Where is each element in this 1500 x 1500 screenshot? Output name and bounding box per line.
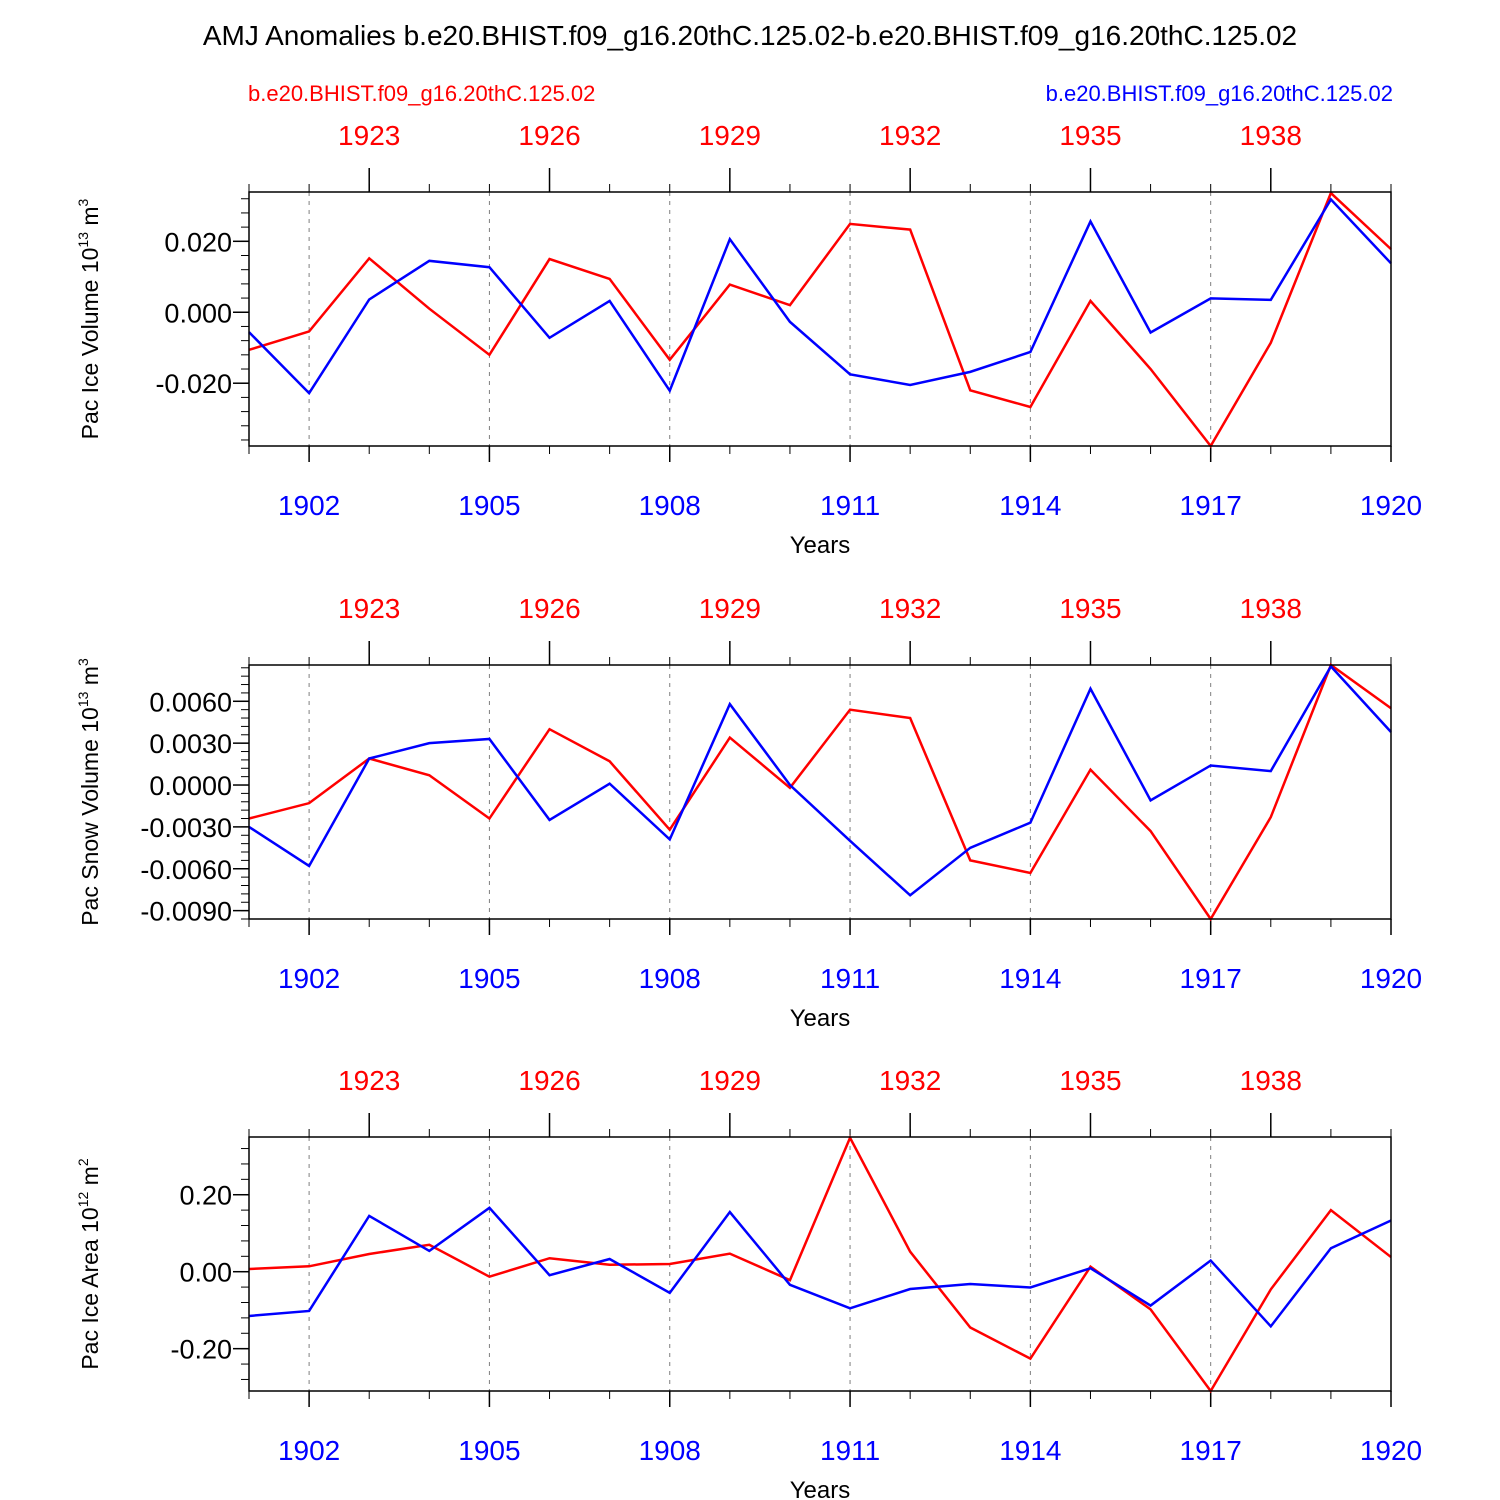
y-axis-title-unit: m [77,1166,103,1192]
x-tick-label-bottom: 1902 [278,1435,340,1466]
x-tick-label-top: 1938 [1240,120,1302,151]
x-tick-label-top: 1923 [338,120,400,151]
y-tick-label: 0.000 [164,298,232,328]
x-axis-title: Years [790,1005,851,1032]
y-tick-label: 0.20 [179,1181,232,1211]
x-tick-label-bottom: 1911 [820,963,880,994]
x-tick-label-top: 1932 [879,120,941,151]
panel-2: -0.0090 -0.0060 -0.0030 0.0000 0.0030 0.0060 1… [75,593,1422,1032]
x-tick-label-bottom: 1908 [639,490,701,521]
series-line-red-case [248,1134,1392,1394]
x-tick-label-top: 1935 [1059,1065,1121,1096]
y-axis-title: Pac Snow Volume 1013 m3 [75,658,103,926]
legend-right-case: b.e20.BHIST.f09_g16.20thC.125.02 [1046,81,1393,106]
x-tick-label-bottom: 1914 [999,963,1061,994]
x-tick-label-top: 1935 [1059,120,1121,151]
y-axis-title-main: Pac Ice Volume 10 [77,248,103,440]
x-tick-label-top: 1926 [518,120,580,151]
x-tick-label-top: 1935 [1059,593,1121,624]
x-axis-title: Years [790,1477,851,1500]
y-tick-label: -0.020 [155,369,232,399]
x-tick-label-bottom: 1905 [458,490,520,521]
y-axis-title-unit-exp: 2 [75,1158,91,1166]
y-tick-label: 0.0060 [149,687,232,717]
x-tick-label-bottom: 1905 [458,1435,520,1466]
x-tick-label-bottom: 1917 [1180,963,1242,994]
x-tick-label-bottom: 1911 [820,490,880,521]
x-tick-label-bottom: 1902 [278,490,340,521]
x-tick-label-bottom: 1908 [639,963,701,994]
x-tick-label-bottom: 1914 [999,490,1061,521]
y-tick-label: 0.0000 [149,771,232,801]
y-tick-label: 0.020 [164,227,232,257]
x-tick-label-bottom: 1911 [820,1435,880,1466]
x-tick-label-top: 1923 [338,593,400,624]
series-line-red-case [248,663,1392,922]
x-tick-label-top: 1929 [699,1065,761,1096]
y-axis-title-exp: 13 [75,232,91,248]
panels: -0.020 0.000 0.020 1902 1905 1908 1911 1914 1917… [75,120,1422,1500]
x-tick-label-bottom: 1902 [278,963,340,994]
y-axis-title-exp: 13 [75,691,91,707]
x-tick-label-bottom: 1908 [639,1435,701,1466]
y-axis-title-unit-exp: 3 [75,658,91,666]
x-tick-label-top: 1938 [1240,593,1302,624]
x-tick-label-bottom: 1920 [1360,1435,1422,1466]
x-tick-label-top: 1926 [518,1065,580,1096]
y-tick-label: -0.20 [170,1335,232,1365]
series-line-blue-case [248,664,1392,897]
series-line-red-case [248,190,1392,449]
x-tick-label-bottom: 1917 [1180,490,1242,521]
y-axis-title-main: Pac Snow Volume 10 [77,707,103,926]
x-tick-label-top: 1932 [879,593,941,624]
y-tick-label: -0.0060 [140,855,232,885]
x-axis-title: Years [790,532,851,559]
x-tick-label-top: 1929 [699,120,761,151]
x-tick-label-bottom: 1914 [999,1435,1061,1466]
y-axis-title-main: Pac Ice Area 10 [77,1207,103,1369]
plot-frame [248,664,1392,920]
series-line-blue-case [248,1206,1392,1329]
y-tick-label: 0.00 [179,1258,232,1288]
panel-3: -0.20 0.00 0.20 1902 1905 1908 1911 1914 1917 192… [75,1065,1422,1500]
figure-title: AMJ Anomalies b.e20.BHIST.f09_g16.20thC.… [203,20,1297,51]
y-axis-title-unit-exp: 3 [75,198,91,206]
x-tick-label-bottom: 1905 [458,963,520,994]
y-tick-label: -0.0090 [140,897,232,927]
plot-frame [248,191,1392,447]
x-tick-label-bottom: 1917 [1180,1435,1242,1466]
y-axis-title-unit: m [77,206,103,232]
y-axis-title: Pac Ice Volume 1013 m3 [75,198,103,439]
x-tick-label-top: 1926 [518,593,580,624]
x-tick-label-bottom: 1920 [1360,963,1422,994]
y-axis-title-unit: m [77,666,103,692]
legend-left-case: b.e20.BHIST.f09_g16.20thC.125.02 [248,81,595,106]
y-tick-label: 0.0030 [149,729,232,759]
x-tick-label-bottom: 1920 [1360,490,1422,521]
series-line-blue-case [248,197,1392,396]
panel-1: -0.020 0.000 0.020 1902 1905 1908 1911 1914 1917… [75,120,1422,559]
x-tick-label-top: 1932 [879,1065,941,1096]
y-axis-title-exp: 12 [75,1191,91,1207]
y-axis-title: Pac Ice Area 1012 m2 [75,1158,103,1370]
x-tick-label-top: 1923 [338,1065,400,1096]
x-tick-label-top: 1929 [699,593,761,624]
y-tick-label: -0.0030 [140,813,232,843]
plot-frame [248,1136,1392,1392]
x-tick-label-top: 1938 [1240,1065,1302,1096]
